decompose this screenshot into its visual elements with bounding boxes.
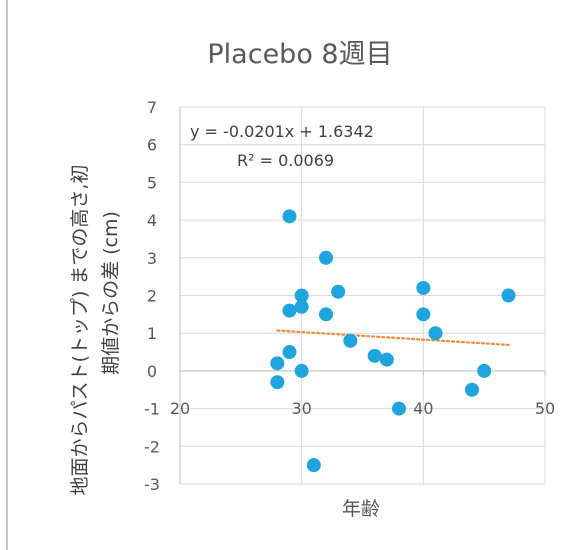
y-axis-label-line-1: 地面からパスト(トップ) までの高さ,初 [69, 165, 91, 496]
y-tick-label: 4 [147, 211, 157, 230]
data-point [501, 288, 516, 303]
data-point [282, 209, 297, 224]
data-point [294, 299, 309, 314]
labels: Placebo 8週目 y = -0.0201x + 1.6342 R² = 0… [69, 39, 393, 520]
data-point [270, 356, 285, 371]
data-point [477, 363, 492, 378]
y-tick-label: -2 [144, 437, 160, 456]
y-tick-label: -3 [144, 475, 160, 494]
data-point [367, 348, 382, 363]
x-tick-label: 30 [291, 399, 311, 418]
data-point [319, 250, 333, 265]
y-tick-label: 3 [147, 249, 157, 268]
data-point [294, 288, 309, 303]
data-points [270, 209, 516, 473]
trendline-equation: y = -0.0201x + 1.6342 [190, 122, 374, 141]
data-point [282, 303, 297, 318]
y-tick-label: 6 [147, 136, 157, 155]
chart-title: Placebo 8週目 [207, 39, 392, 70]
data-point [465, 382, 479, 397]
data-point [416, 280, 431, 295]
data-point [294, 363, 309, 378]
trendline-r-squared: R² = 0.0069 [237, 151, 334, 170]
data-point [416, 307, 431, 322]
data-point [331, 284, 346, 299]
data-point [319, 307, 333, 322]
y-tick-label: 2 [147, 287, 157, 306]
y-tick-label: 7 [147, 98, 157, 117]
x-tick-label: 40 [413, 399, 433, 418]
trendline-group [276, 329, 510, 347]
trendline [276, 329, 510, 347]
x-tick-label: 50 [535, 399, 555, 418]
y-tick-label: 0 [147, 362, 157, 381]
x-axis-label: 年齢 [342, 498, 380, 520]
data-point [306, 458, 321, 473]
gridlines [180, 106, 546, 485]
data-point [343, 333, 358, 348]
frame-left-border [6, 0, 8, 550]
y-axis-label-line-2: 期値からの差 (cm) [100, 211, 122, 375]
y-tick-label: 1 [147, 324, 157, 343]
data-point [270, 375, 285, 390]
data-point [428, 326, 443, 341]
y-tick-label: -1 [144, 400, 160, 419]
data-point [392, 401, 406, 416]
y-tick-label: 5 [147, 173, 157, 192]
data-point [282, 345, 297, 360]
data-point [379, 352, 394, 367]
